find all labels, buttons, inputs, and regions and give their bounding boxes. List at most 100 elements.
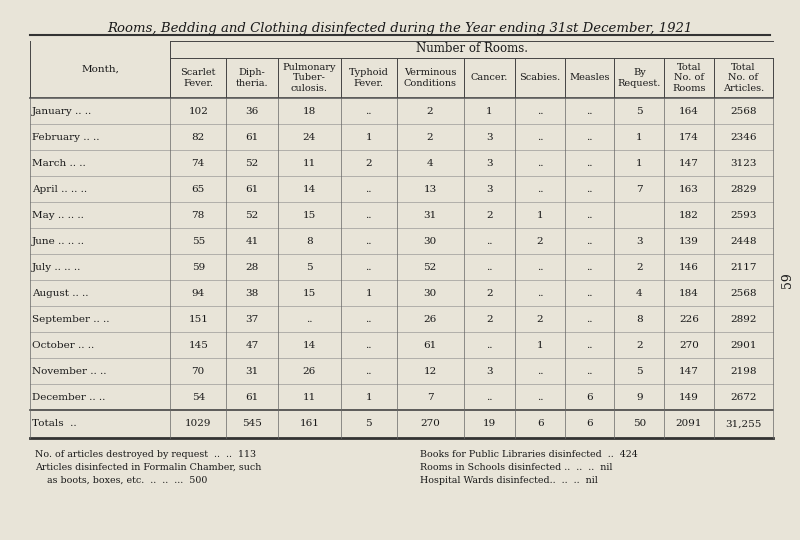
Text: Articles disinfected in Formalin Chamber, such: Articles disinfected in Formalin Chamber… <box>35 463 262 472</box>
Text: 41: 41 <box>246 237 258 246</box>
Text: 2: 2 <box>636 341 642 349</box>
Text: 2: 2 <box>537 314 543 323</box>
Text: ..: .. <box>586 341 593 349</box>
Text: ..: .. <box>537 262 543 272</box>
Text: Hospital Wards disinfected..  ..  ..  nil: Hospital Wards disinfected.. .. .. nil <box>420 476 598 485</box>
Text: December .. ..: December .. .. <box>32 393 106 402</box>
Text: ..: .. <box>586 211 593 219</box>
Text: 52: 52 <box>246 211 258 219</box>
Text: 19: 19 <box>482 420 496 429</box>
Text: as boots, boxes, etc.  ..  ..  ...  500: as boots, boxes, etc. .. .. ... 500 <box>35 476 207 485</box>
Text: 270: 270 <box>679 341 699 349</box>
Text: 5: 5 <box>366 420 372 429</box>
Text: 52: 52 <box>246 159 258 167</box>
Text: Scabies.: Scabies. <box>519 73 561 83</box>
Text: 2: 2 <box>486 314 493 323</box>
Text: Diph-
theria.: Diph- theria. <box>236 68 269 87</box>
Text: 147: 147 <box>679 159 699 167</box>
Text: 12: 12 <box>423 367 437 375</box>
Text: 3: 3 <box>636 237 642 246</box>
Text: 226: 226 <box>679 314 699 323</box>
Text: 2672: 2672 <box>730 393 757 402</box>
Text: 24: 24 <box>302 132 316 141</box>
Text: 7: 7 <box>636 185 642 193</box>
Text: ..: .. <box>306 314 313 323</box>
Text: 55: 55 <box>192 237 205 246</box>
Text: Scarlet
Fever.: Scarlet Fever. <box>181 68 216 87</box>
Text: 2: 2 <box>426 106 434 116</box>
Text: 2: 2 <box>537 237 543 246</box>
Text: Pulmonary
Tuber-
culosis.: Pulmonary Tuber- culosis. <box>282 63 336 93</box>
Text: 139: 139 <box>679 237 699 246</box>
Text: ..: .. <box>537 393 543 402</box>
Text: ..: .. <box>586 367 593 375</box>
Text: ..: .. <box>366 367 372 375</box>
Text: 1: 1 <box>366 132 372 141</box>
Text: ..: .. <box>586 106 593 116</box>
Text: Verminous
Conditions: Verminous Conditions <box>403 68 457 87</box>
Text: 2117: 2117 <box>730 262 757 272</box>
Text: 163: 163 <box>679 185 699 193</box>
Text: Typhoid
Fever.: Typhoid Fever. <box>349 68 389 87</box>
Text: 184: 184 <box>679 288 699 298</box>
Text: ..: .. <box>586 159 593 167</box>
Text: 11: 11 <box>302 393 316 402</box>
Text: 36: 36 <box>246 106 258 116</box>
Text: 3: 3 <box>486 132 493 141</box>
Text: ..: .. <box>366 262 372 272</box>
Text: ..: .. <box>366 185 372 193</box>
Text: 26: 26 <box>302 367 316 375</box>
Text: 94: 94 <box>192 288 205 298</box>
Text: Total
No. of
Articles.: Total No. of Articles. <box>722 63 764 93</box>
Text: Books for Public Libraries disinfected  ..  424: Books for Public Libraries disinfected .… <box>420 450 638 459</box>
Text: ..: .. <box>537 185 543 193</box>
Text: 2: 2 <box>636 262 642 272</box>
Text: August .. ..: August .. .. <box>32 288 89 298</box>
Text: June .. .. ..: June .. .. .. <box>32 237 85 246</box>
Text: 2: 2 <box>486 288 493 298</box>
Text: 2829: 2829 <box>730 185 757 193</box>
Text: ..: .. <box>366 211 372 219</box>
Text: 28: 28 <box>246 262 258 272</box>
Text: 2568: 2568 <box>730 106 757 116</box>
Text: 6: 6 <box>586 420 593 429</box>
Text: ..: .. <box>537 106 543 116</box>
Text: 70: 70 <box>192 367 205 375</box>
Text: 14: 14 <box>302 185 316 193</box>
Text: ..: .. <box>537 159 543 167</box>
Text: 78: 78 <box>192 211 205 219</box>
Text: 1029: 1029 <box>185 420 211 429</box>
Text: ..: .. <box>586 262 593 272</box>
Text: Cancer.: Cancer. <box>470 73 508 83</box>
Text: 2346: 2346 <box>730 132 757 141</box>
Text: 3: 3 <box>486 367 493 375</box>
Text: 74: 74 <box>192 159 205 167</box>
Text: 52: 52 <box>423 262 437 272</box>
Text: No. of articles destroyed by request  ..  ..  113: No. of articles destroyed by request .. … <box>35 450 256 459</box>
Text: ..: .. <box>537 288 543 298</box>
Text: 2: 2 <box>366 159 372 167</box>
Text: ..: .. <box>586 237 593 246</box>
Text: ..: .. <box>537 367 543 375</box>
Text: Totals  ..: Totals .. <box>32 420 77 429</box>
Text: 9: 9 <box>636 393 642 402</box>
Text: 31: 31 <box>246 367 258 375</box>
Text: 61: 61 <box>423 341 437 349</box>
Text: 3: 3 <box>486 159 493 167</box>
Text: 4: 4 <box>636 288 642 298</box>
Text: 2091: 2091 <box>676 420 702 429</box>
Text: 4: 4 <box>426 159 434 167</box>
Text: 151: 151 <box>188 314 208 323</box>
Text: 1: 1 <box>636 132 642 141</box>
Text: 1: 1 <box>366 288 372 298</box>
Text: 2198: 2198 <box>730 367 757 375</box>
Text: 5: 5 <box>636 367 642 375</box>
Text: 31,255: 31,255 <box>725 420 762 429</box>
Text: 65: 65 <box>192 185 205 193</box>
Text: April .. .. ..: April .. .. .. <box>32 185 87 193</box>
Text: 59: 59 <box>782 272 794 288</box>
Text: 161: 161 <box>299 420 319 429</box>
Text: 1: 1 <box>366 393 372 402</box>
Text: 59: 59 <box>192 262 205 272</box>
Text: 38: 38 <box>246 288 258 298</box>
